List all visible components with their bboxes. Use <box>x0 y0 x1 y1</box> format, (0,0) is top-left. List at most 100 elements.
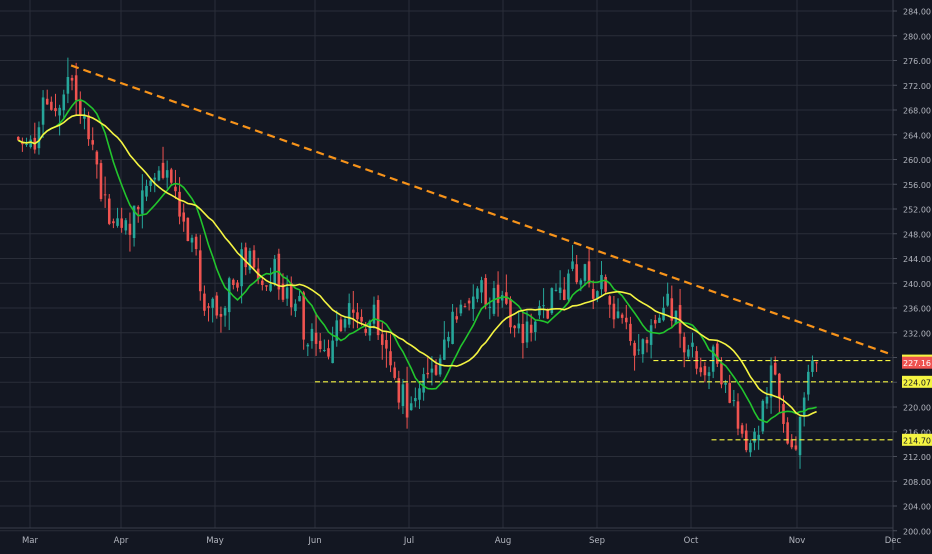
price-tick-label: 256.00 <box>903 181 931 190</box>
candle-up <box>447 336 450 342</box>
candle-up <box>223 307 227 316</box>
candle-down <box>261 280 264 285</box>
candle-up <box>492 288 496 314</box>
candle-down <box>782 404 785 424</box>
candle-up <box>707 372 711 376</box>
candle-down <box>186 217 190 242</box>
price-tick-label: 236.00 <box>903 305 931 314</box>
candle-down <box>16 136 20 141</box>
candle-up <box>517 323 521 329</box>
time-axis[interactable]: Mar Apr May Jun Jul Aug Sep Oct Nov Dec <box>0 527 902 546</box>
candle-up <box>596 291 599 299</box>
candle-down <box>174 186 177 192</box>
level-price-label: 224.07 <box>903 378 931 387</box>
candle-up <box>165 170 169 178</box>
candle-down <box>604 276 607 292</box>
candle-down <box>194 236 198 250</box>
candle-up <box>343 319 347 328</box>
price-tick-label: 280.00 <box>903 32 931 41</box>
candle-down <box>198 250 202 292</box>
candle-up <box>372 304 376 324</box>
candle-down <box>670 298 674 321</box>
month-tick-label: Nov <box>789 536 806 546</box>
candle-down <box>380 334 384 345</box>
candle-up <box>476 288 479 299</box>
candle-down <box>45 98 49 105</box>
last-price-label-bg <box>902 356 932 369</box>
candle-up <box>41 97 45 125</box>
candlestick-series <box>16 57 818 469</box>
candle-up <box>29 139 32 148</box>
candle-down <box>815 362 818 364</box>
candle-up <box>66 76 70 94</box>
candle-up <box>149 180 152 186</box>
candle-down <box>356 312 359 320</box>
candle-down <box>376 299 380 336</box>
candle-up <box>711 346 715 372</box>
candle-up <box>757 434 760 441</box>
candle-down <box>281 283 285 300</box>
candle-up <box>335 320 339 341</box>
price-tick-label: 212.00 <box>903 453 931 462</box>
trendline <box>70 64 894 357</box>
candle-down <box>21 142 24 145</box>
candle-down <box>178 191 181 217</box>
candle-up <box>538 306 541 316</box>
candle-up <box>58 107 61 116</box>
candle-up <box>310 328 314 342</box>
price-tick-label: 264.00 <box>903 131 931 140</box>
price-tick-label: 284.00 <box>903 8 931 17</box>
price-tick-label: 216.00 <box>903 428 931 437</box>
candle-up <box>414 397 417 402</box>
candle-down <box>219 313 223 317</box>
price-tick-label: 220.00 <box>903 404 931 413</box>
candle-down <box>339 319 343 332</box>
candle-down <box>252 250 256 268</box>
candle-down <box>720 363 723 385</box>
candle-down <box>327 348 330 357</box>
candle-down <box>699 367 703 373</box>
month-tick-label: Apr <box>114 536 129 546</box>
candle-down <box>91 140 94 145</box>
candle-up <box>227 278 231 313</box>
candle-down <box>773 362 777 375</box>
candle-up <box>145 185 148 197</box>
candle-down <box>546 309 549 319</box>
price-tick-label: 252.00 <box>903 206 931 215</box>
candle-up <box>306 344 310 347</box>
candle-up <box>732 400 736 402</box>
candle-up <box>550 288 554 314</box>
candle-up <box>211 298 214 308</box>
candle-down <box>786 422 789 444</box>
candle-up <box>761 400 765 432</box>
candle-up <box>567 273 570 300</box>
candle-down <box>232 279 235 285</box>
price-tick-label: 268.00 <box>903 107 931 116</box>
candle-up <box>558 287 562 294</box>
candle-down <box>136 206 140 210</box>
price-tick-label: 248.00 <box>903 230 931 239</box>
candle-down <box>405 383 409 418</box>
candle-down <box>161 162 165 178</box>
candle-down <box>302 292 305 340</box>
candle-down <box>393 367 396 378</box>
candle-down <box>170 169 173 183</box>
level-price-label: 214.70 <box>903 436 931 445</box>
candle-up <box>802 397 806 416</box>
candle-down <box>120 218 123 228</box>
candle-down <box>591 288 595 299</box>
price-tick-label: 200.00 <box>903 527 931 536</box>
candle-up <box>298 295 301 302</box>
candle-down <box>364 328 367 333</box>
month-tick-label: May <box>206 536 224 546</box>
candle-up <box>269 284 272 291</box>
month-tick-label: Jun <box>307 536 321 546</box>
candle-down <box>625 317 628 323</box>
candle-up <box>616 311 620 318</box>
candle-up <box>323 350 326 352</box>
candle-up <box>422 374 425 393</box>
